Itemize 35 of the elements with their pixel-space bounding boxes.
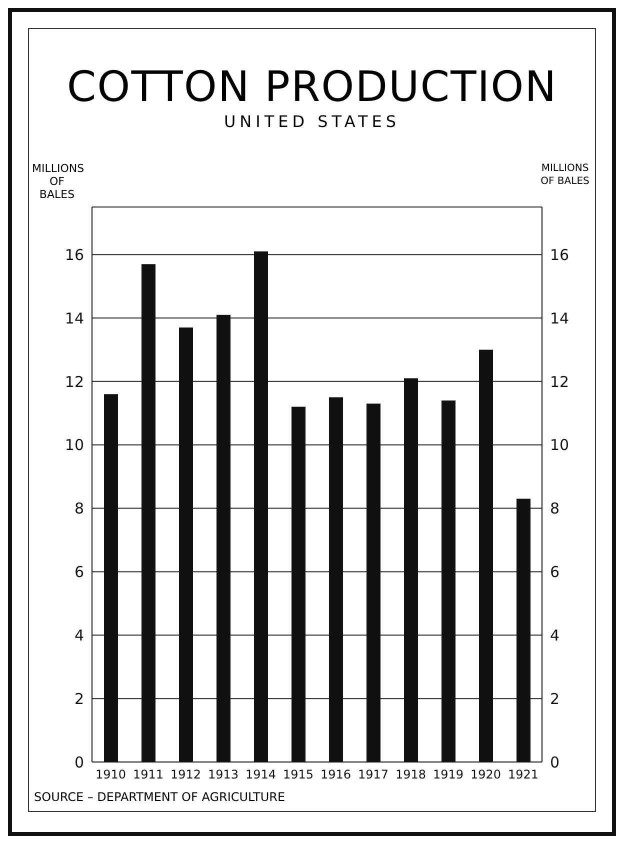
- x-tick-label: 1921: [508, 768, 539, 782]
- y2-tick-label: 14: [550, 309, 570, 328]
- y-tick-label: 8: [74, 500, 84, 518]
- y2-tick-label: 0: [550, 753, 560, 772]
- y-tick-label: 2: [74, 690, 84, 708]
- x-tick-label: 1916: [320, 768, 352, 782]
- y-tick-label: 16: [64, 246, 84, 264]
- chart-title: COTTON PRODUCTION: [66, 62, 558, 111]
- x-tick-label: 1920: [470, 768, 502, 782]
- x-tick-label: 1915: [282, 768, 314, 782]
- y-tick-label: 6: [74, 563, 84, 582]
- x-tick-label: 1913: [208, 768, 239, 782]
- y-tick-label: 12: [64, 372, 84, 391]
- y2-axis-title: MILLIONS OF BALES: [540, 162, 590, 188]
- x-tick-label: 1919: [432, 768, 464, 782]
- y2-tick-label: 8: [550, 500, 560, 518]
- x-tick-label: 1910: [95, 768, 126, 782]
- y2-tick-label: 16: [550, 246, 570, 264]
- y-tick-label: 4: [74, 626, 84, 644]
- x-tick-label: 1918: [395, 768, 426, 782]
- x-tick-label: 1911: [132, 768, 164, 782]
- chart-subtitle: UNITED STATES: [222, 112, 402, 131]
- y2-tick-label: 4: [550, 626, 560, 644]
- y-tick-label: 14: [64, 309, 84, 328]
- x-tick-label: 1917: [358, 768, 389, 782]
- x-tick-label: 1912: [170, 768, 202, 782]
- y2-tick-label: 2: [550, 690, 560, 708]
- y2-tick-label: 6: [550, 563, 560, 582]
- y2-tick-label: 12: [550, 372, 570, 391]
- x-tick-label: 1914: [245, 768, 276, 782]
- y-axis-title: MILLIONS OF BALES: [32, 162, 84, 201]
- y-tick-label: 0: [74, 753, 84, 772]
- source-note: SOURCE – DEPARTMENT OF AGRICULTURE: [34, 790, 286, 804]
- y2-tick-label: 10: [550, 436, 570, 454]
- y-tick-label: 10: [64, 436, 84, 454]
